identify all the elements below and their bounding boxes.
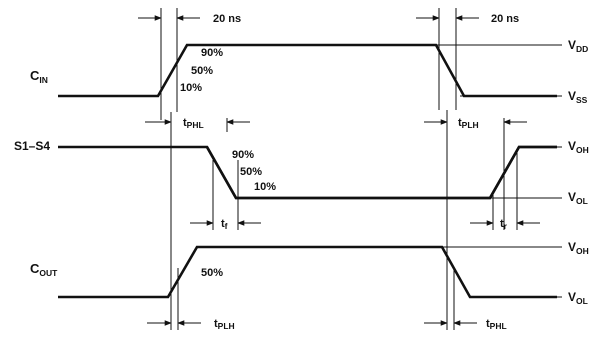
- cin-label: CIN: [30, 68, 48, 85]
- s1s4-waveform-bold: [205, 145, 557, 200]
- tr-label: tr: [500, 218, 508, 231]
- s-50pct-label: 50%: [240, 166, 262, 178]
- voh2-label: VOH: [568, 240, 589, 256]
- rise-time-label: 20 ns: [213, 13, 241, 25]
- voh1-label: VOH: [568, 139, 589, 155]
- s1s4-label: S1–S4: [14, 139, 50, 153]
- tplh-c-label: tPLH: [214, 318, 235, 331]
- timing-arrows: [138, 15, 540, 326]
- s-10pct-label: 10%: [254, 181, 276, 193]
- cin-90pct-label: 90%: [201, 47, 223, 59]
- vol2-label: VOL: [568, 290, 588, 306]
- reference-lines: [160, 8, 518, 330]
- cin-10pct-label: 10%: [180, 82, 202, 94]
- cout-label: COUT: [30, 261, 58, 278]
- vdd-label: VDD: [568, 38, 588, 54]
- vol1-label: VOL: [568, 190, 588, 206]
- tphl-c-label: tPHL: [486, 318, 507, 331]
- tplh-s-label: tPLH: [458, 117, 479, 130]
- tphl-s-label: tPHL: [183, 117, 204, 130]
- vss-label: VSS: [568, 89, 588, 105]
- cin-50pct-label: 50%: [191, 65, 213, 77]
- tf-label: tf: [221, 218, 228, 231]
- fall-time-label: 20 ns: [491, 13, 519, 25]
- s1s4-waveform: [58, 145, 557, 200]
- s-90pct-label: 90%: [232, 149, 254, 161]
- cin-waveform: [58, 43, 557, 98]
- cout-50pct-label: 50%: [201, 267, 223, 279]
- cout-waveform: [58, 245, 557, 299]
